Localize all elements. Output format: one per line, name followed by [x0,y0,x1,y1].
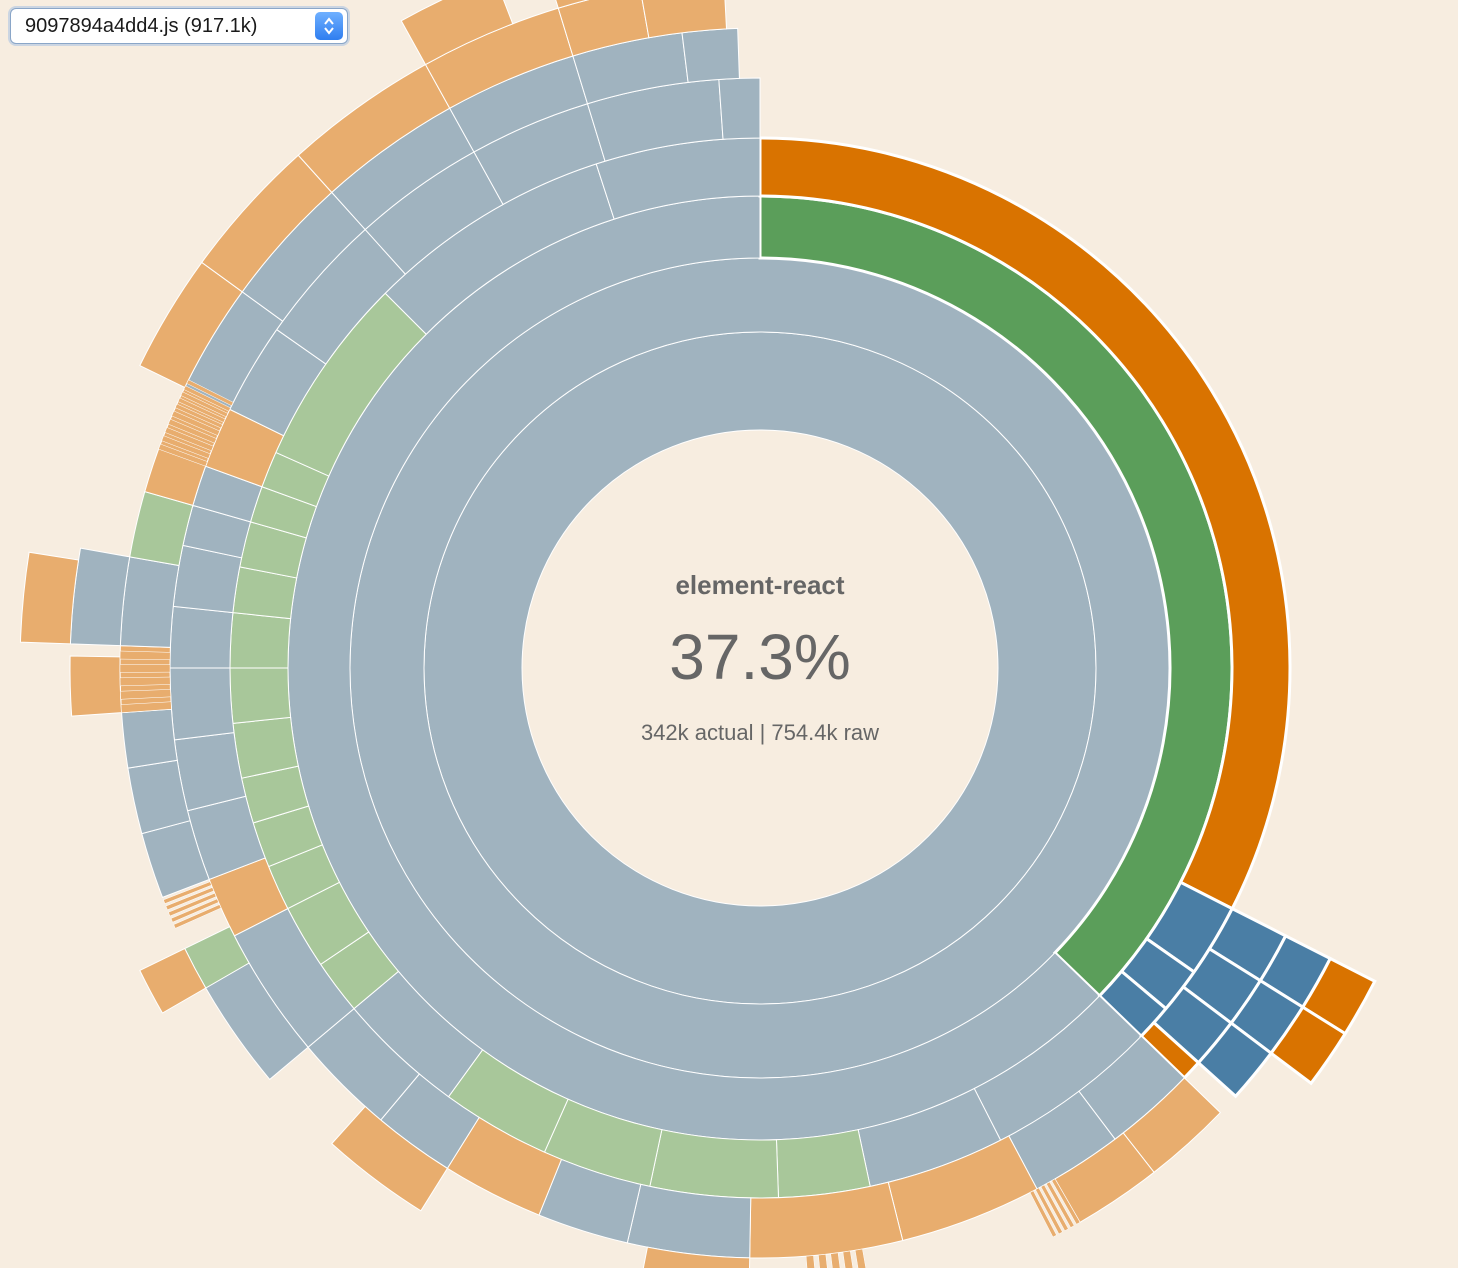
sunburst-segment-l6-3[interactable] [69,655,123,717]
center-percent: 37.3% [669,621,851,693]
sunburst-sliver-2-3[interactable] [167,418,217,444]
sunburst-sliver-4-3[interactable] [1035,1187,1063,1235]
sunburst-segment-l4-18[interactable] [169,605,234,669]
sunburst-sliver-0-3[interactable] [165,887,215,911]
sunburst-sliver-0-0[interactable] [173,904,222,929]
sunburst-segment-l4-17[interactable] [169,667,235,741]
sunburst-segment-l6-1[interactable] [1269,1005,1348,1086]
sunburst-sliver-1-1[interactable] [120,689,171,700]
sunburst-sliver-1-4[interactable] [119,650,171,661]
sunburst-segment-l3-17[interactable] [229,667,292,724]
sunburst-segment-l5-5[interactable] [638,1246,751,1268]
sunburst-sliver-0-4[interactable] [163,881,212,904]
sunburst-segment-l5-11[interactable] [121,708,178,769]
sunburst-segment-l7-1[interactable] [400,0,514,66]
sunburst-segment-l6-4[interactable] [69,547,131,647]
sunburst-sliver-5-4[interactable] [805,1255,818,1268]
sunburst-sliver-3-1[interactable] [177,397,226,423]
sunburst-sliver-3-3[interactable] [183,385,231,412]
sunburst-segment-l7-2[interactable] [544,0,641,9]
sunburst-sliver-5-0[interactable] [854,1248,871,1268]
sunburst-sliver-3-4[interactable] [186,379,234,407]
center-sizes: 342k actual | 754.4k raw [640,720,880,745]
sunburst-sliver-1-3[interactable] [119,664,171,673]
center-title: element-react [675,570,845,600]
sunburst-segment-l3-6[interactable] [775,1129,871,1199]
bundle-select[interactable]: 9097894a4dd4.js (917.1k) [10,8,348,44]
sunburst-sliver-4-4[interactable] [1029,1190,1057,1238]
sunburst-sliver-2-4[interactable] [171,410,221,436]
sunburst-segment-l7-0[interactable] [19,551,80,645]
sunburst-sliver-2-1[interactable] [161,435,211,459]
sunburst-sliver-5-1[interactable] [842,1250,858,1268]
sunburst-sliver-2-2[interactable] [164,427,214,452]
sunburst-segment-l5-21[interactable] [681,27,740,83]
sunburst-sliver-3-0[interactable] [175,403,223,429]
sunburst-segment-l3-7[interactable] [649,1129,780,1199]
bundle-select-label: 9097894a4dd4.js (917.1k) [25,14,258,37]
sunburst-segment-l5-2[interactable] [1196,1020,1274,1099]
sunburst-segment-l6-2[interactable] [139,947,207,1014]
sunburst-segment-l3-18[interactable] [229,612,292,669]
sunburst-sliver-1-0[interactable] [120,701,172,713]
select-arrows-icon[interactable] [315,12,343,40]
sunburst-segment-l6-10[interactable] [640,0,728,39]
sunburst-sliver-5-3[interactable] [818,1254,831,1268]
sunburst-sliver-0-2[interactable] [168,892,217,917]
sunburst-sliver-1-2[interactable] [119,676,171,687]
sunburst-segment-l5-6[interactable] [331,1105,449,1212]
sunburst-sliver-2-0[interactable] [158,443,208,467]
sunburst-segment-l4-28[interactable] [718,77,761,140]
sunburst-sliver-3-2[interactable] [180,391,229,418]
sunburst-sliver-0-1[interactable] [170,898,219,923]
sunburst-sliver-4-2[interactable] [1040,1184,1069,1232]
sunburst-segment-l5-13[interactable] [119,556,180,648]
sunburst-sliver-5-2[interactable] [830,1252,845,1268]
sunburst-sliver-4-1[interactable] [1046,1181,1075,1228]
sunburst-sliver-4-0[interactable] [1051,1178,1081,1225]
